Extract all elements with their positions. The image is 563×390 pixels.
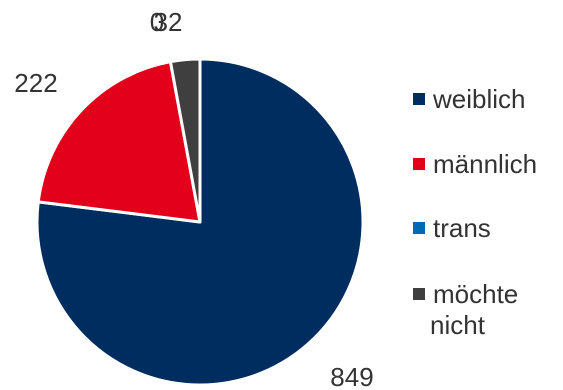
legend-swatch-möchte-nicht — [413, 288, 425, 300]
legend: weiblich männlich trans möchte nicht — [413, 84, 537, 340]
legend-label-trans: trans — [433, 213, 491, 243]
legend-swatch-weiblich — [413, 93, 425, 105]
data-label-männlich: 222 — [14, 68, 57, 98]
legend-label-möchte-nicht: möchte nicht — [430, 279, 518, 340]
legend-entry-männlich: männlich — [413, 149, 537, 179]
pie-slice-möchte-nicht — [168, 57, 202, 224]
legend-label-weiblich: weiblich — [432, 84, 526, 114]
pie-slice-männlich — [36, 60, 202, 224]
data-label-weiblich: 849 — [330, 362, 373, 390]
legend-entry-trans: trans — [413, 213, 491, 243]
legend-swatch-männlich — [413, 158, 425, 170]
legend-entry-möchte-nicht: möchte nicht — [413, 279, 518, 340]
pie-slice-weiblich — [35, 57, 365, 387]
legend-swatch-trans — [413, 222, 425, 234]
legend-label-männlich: männlich — [433, 149, 537, 179]
legend-entry-weiblich: weiblich — [413, 84, 526, 114]
pie-data-labels: 849 222 032 — [14, 7, 373, 390]
data-label-trans: 0 — [150, 7, 164, 37]
data-label-möchte-nicht: 32 — [154, 7, 183, 37]
pie-slices — [35, 57, 365, 387]
